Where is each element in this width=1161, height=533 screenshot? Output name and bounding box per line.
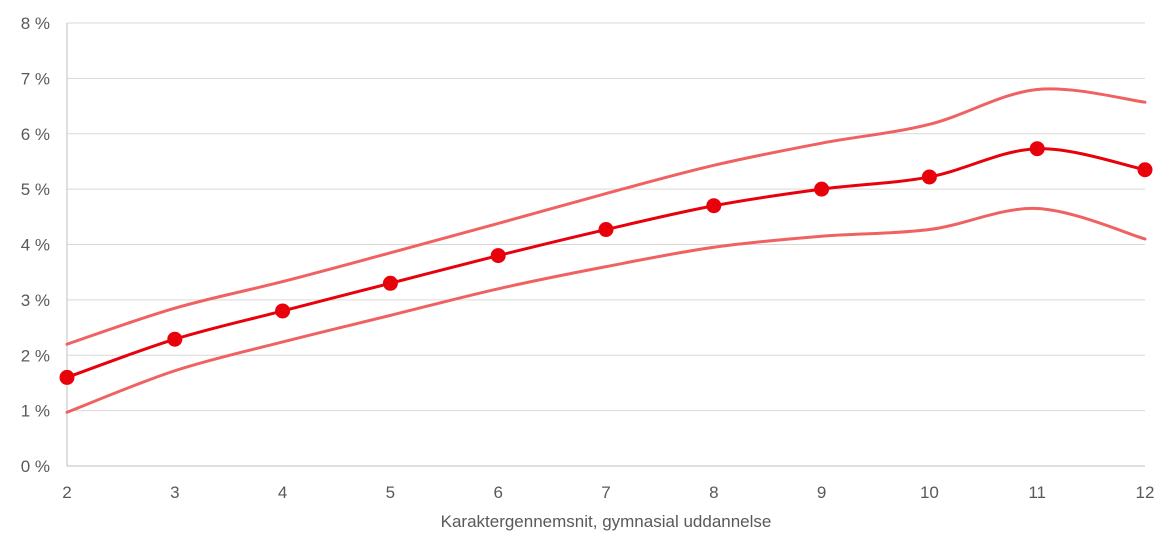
gridlines [66,22,1145,467]
y-tick-label: 1 % [21,402,50,421]
data-point-estimate [598,222,614,238]
y-tick-label: 0 % [21,457,50,476]
x-tick-label: 9 [817,483,826,502]
data-point-estimate [921,169,937,185]
y-tick-label: 7 % [21,69,50,88]
data-point-estimate [814,181,830,197]
x-tick-label: 12 [1136,483,1155,502]
data-point-estimate [1029,141,1045,157]
series-line-lower-bound [65,207,1147,414]
y-tick-label: 5 % [21,180,50,199]
x-tick-label: 8 [709,483,718,502]
data-point-estimate [382,275,398,291]
series-markers [59,141,1153,385]
series-line-upper-bound [65,87,1147,346]
y-tick-label: 4 % [21,236,50,255]
x-tick-label: 11 [1028,483,1046,502]
x-tick-label: 6 [493,483,502,502]
y-tick-label: 2 % [21,346,50,365]
data-point-estimate [490,248,506,264]
data-point-estimate [706,198,722,214]
x-axis-ticks: 2 3 4 5 6 7 8 9 10 11 12 [62,483,1154,502]
data-point-estimate [275,303,291,319]
data-point-estimate [59,369,75,385]
y-tick-label: 3 % [21,291,50,310]
x-tick-label: 2 [62,483,71,502]
y-tick-label: 6 % [21,125,50,144]
x-tick-label: 4 [278,483,287,502]
x-axis-title: Karaktergennemsnit, gymnasial uddannelse [441,512,772,531]
data-point-estimate [1137,162,1153,178]
data-point-estimate [167,331,183,347]
x-tick-label: 7 [601,483,610,502]
y-tick-label: 8 % [21,14,50,33]
series-line-estimate [65,147,1147,379]
x-tick-label: 10 [920,483,939,502]
series-lines [65,87,1147,414]
x-tick-label: 3 [170,483,179,502]
y-axis-ticks: 0 % 1 % 2 % 3 % 4 % 5 % 6 % 7 % 8 % [21,14,50,476]
x-tick-label: 5 [386,483,395,502]
